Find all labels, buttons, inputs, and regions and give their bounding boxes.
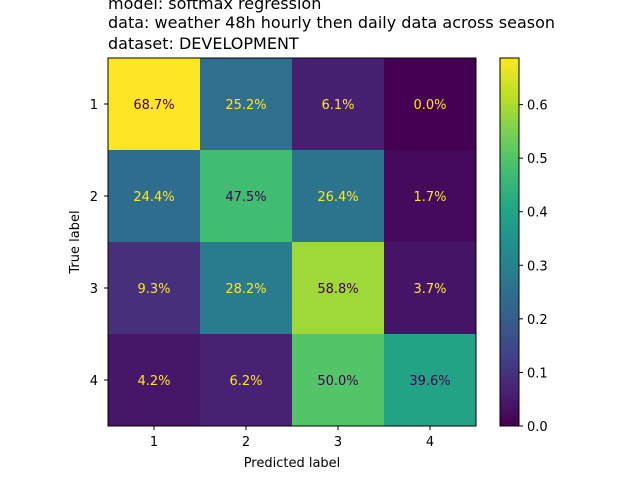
colorbar-tick-label: 0.2	[527, 313, 548, 328]
x-tick-label: 3	[334, 435, 342, 450]
heatmap-cell-r4-c4	[384, 334, 477, 427]
cell-value-label: 1.7%	[413, 190, 446, 205]
x-axis: 1 2 3 4	[150, 426, 434, 450]
colorbar	[499, 57, 520, 427]
cell-value-label: 6.1%	[321, 98, 354, 113]
title-line-data: data: weather 48h hourly then daily data…	[108, 13, 555, 32]
cell-value-label: 24.4%	[133, 190, 174, 205]
heatmap-cell-r4-c2	[200, 334, 293, 427]
heatmap-cell-r1-c1	[108, 58, 201, 151]
y-tick-label: 3	[90, 282, 98, 297]
cell-value-label: 50.0%	[317, 374, 358, 389]
heatmap-cell-r2-c1	[108, 150, 201, 243]
colorbar-tick-label: 0.5	[527, 152, 548, 167]
heatmap-cell-r3-c4	[384, 242, 477, 335]
heatmap-cell-r1-c4	[384, 58, 477, 151]
colorbar-ticks: 0.0 0.1 0.2 0.3 0.4 0.5 0.6	[519, 99, 548, 435]
title-line-model: model: softmax regression	[108, 0, 321, 13]
heatmap-cell-r1-c2	[200, 58, 293, 151]
cell-value-label: 0.0%	[413, 98, 446, 113]
colorbar-tick-label: 0.6	[527, 99, 548, 114]
cell-value-label: 4.2%	[137, 374, 170, 389]
title-line-dataset: dataset: DEVELOPMENT	[108, 34, 299, 53]
heatmap-cell-r3-c1	[108, 242, 201, 335]
cell-value-label: 25.2%	[225, 98, 266, 113]
heatmap-cell-r2-c2	[200, 150, 293, 243]
y-tick-label: 4	[90, 374, 98, 389]
x-tick-label: 4	[426, 435, 434, 450]
chart-title: model: softmax regression data: weather …	[108, 0, 555, 53]
cell-value-label: 9.3%	[137, 282, 170, 297]
y-axis: 1 2 3 4	[90, 98, 108, 389]
heatmap-cell-labels: 68.7% 25.2% 6.1% 0.0% 24.4% 47.5% 26.4% 1.7% 9.3…	[133, 98, 450, 389]
heatmap-cell-r3-c3	[292, 242, 385, 335]
colorbar-tick-label: 0.1	[527, 366, 548, 381]
x-tick-label: 2	[242, 435, 250, 450]
y-tick-label: 1	[90, 98, 98, 113]
heatmap-cell-r4-c3	[292, 334, 385, 427]
colorbar-tick-label: 0.3	[527, 259, 548, 274]
x-axis-label: Predicted label	[244, 456, 341, 471]
plot-frame	[107, 57, 477, 427]
cell-value-label: 47.5%	[225, 190, 266, 205]
cell-value-label: 68.7%	[133, 98, 174, 113]
cell-value-label: 6.2%	[229, 374, 262, 389]
heatmap-cells	[108, 58, 477, 427]
y-axis-label: True label	[68, 210, 83, 274]
cell-value-label: 26.4%	[317, 190, 358, 205]
colorbar-tick-label: 0.0	[527, 420, 548, 435]
cell-value-label: 28.2%	[225, 282, 266, 297]
heatmap-cell-r2-c4	[384, 150, 477, 243]
x-tick-label: 1	[150, 435, 158, 450]
heatmap-cell-r1-c3	[292, 58, 385, 151]
cell-value-label: 58.8%	[317, 282, 358, 297]
cell-value-label: 3.7%	[413, 282, 446, 297]
colorbar-tick-label: 0.4	[527, 206, 548, 221]
y-tick-label: 2	[90, 190, 98, 205]
heatmap-cell-r2-c3	[292, 150, 385, 243]
cell-value-label: 39.6%	[409, 374, 450, 389]
heatmap-cell-r3-c2	[200, 242, 293, 335]
heatmap-cell-r4-c1	[108, 334, 201, 427]
